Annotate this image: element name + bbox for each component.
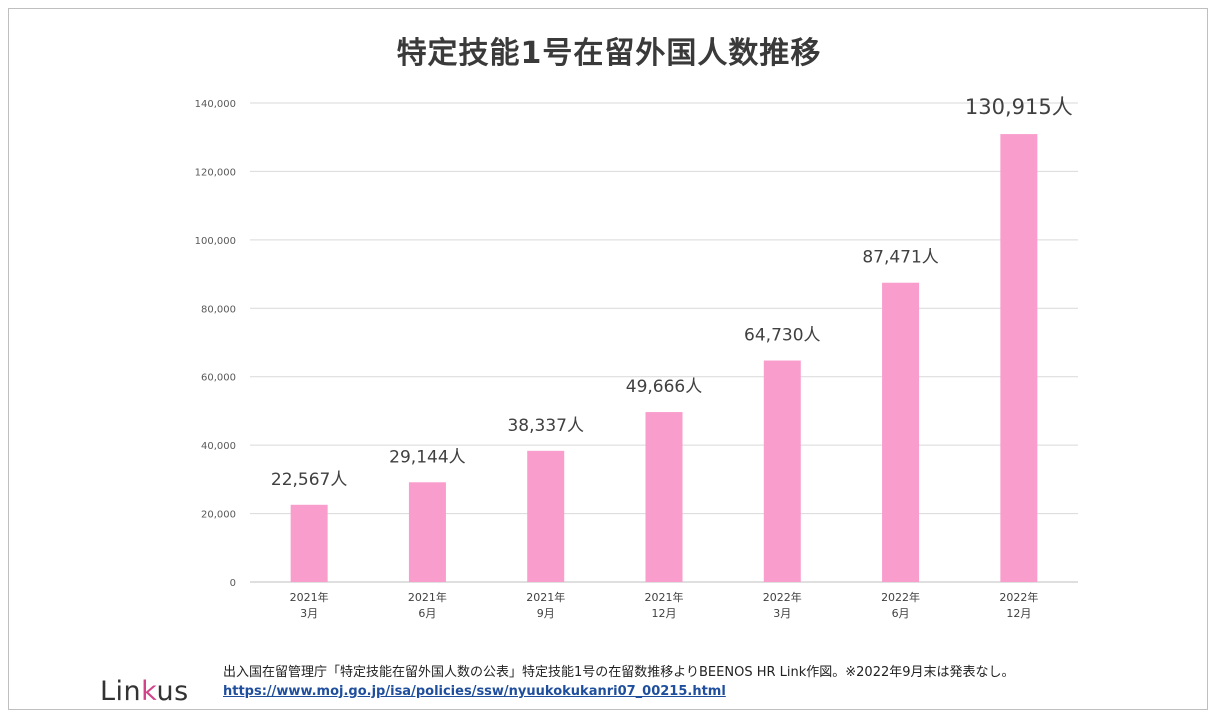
- y-tick-label: 100,000: [195, 236, 236, 247]
- bar: [763, 360, 801, 582]
- data-label: 29,144人: [389, 447, 465, 467]
- x-tick-label-month: 12月: [652, 607, 677, 620]
- x-tick-label-month: 3月: [300, 607, 318, 620]
- logo-part-3: us: [156, 676, 189, 707]
- x-tick-label-month: 12月: [1006, 607, 1031, 620]
- y-tick-label: 0: [230, 578, 236, 589]
- linkus-logo: Linkus: [100, 676, 189, 707]
- data-label: 64,730人: [744, 326, 820, 346]
- x-tick-label-month: 3月: [773, 607, 791, 620]
- y-tick-label: 60,000: [201, 373, 236, 384]
- x-tick-label-year: 2021年: [290, 590, 329, 604]
- data-label: 87,471人: [862, 248, 938, 268]
- data-label: 38,337人: [507, 416, 583, 436]
- y-tick-label: 120,000: [195, 167, 236, 178]
- x-tick-label-year: 2021年: [645, 590, 684, 604]
- bar: [1000, 134, 1038, 582]
- bar: [882, 282, 920, 582]
- x-tick-label-month: 6月: [418, 607, 436, 620]
- bar: [408, 482, 446, 582]
- bar: [527, 450, 565, 582]
- chart-title: 特定技能1号在留外国人数推移: [396, 36, 822, 71]
- data-label: 130,915人: [965, 95, 1073, 119]
- y-tick-label: 80,000: [201, 304, 236, 315]
- source-text: 出入国在留管理庁「特定技能在留外国人数の公表」特定技能1号の在留数推移よりBEE…: [223, 665, 1015, 680]
- source-note: 出入国在留管理庁「特定技能在留外国人数の公表」特定技能1号の在留数推移よりBEE…: [223, 663, 1015, 701]
- x-tick-label-month: 6月: [892, 607, 910, 620]
- logo-part-2: k: [141, 676, 157, 707]
- x-tick-label-year: 2022年: [999, 590, 1038, 604]
- x-tick-label-year: 2022年: [881, 590, 920, 604]
- logo-part-1: Lin: [100, 676, 142, 707]
- data-label: 49,666人: [626, 377, 702, 397]
- bar: [645, 412, 683, 582]
- x-tick-label-year: 2021年: [526, 590, 565, 604]
- y-tick-label: 20,000: [201, 510, 236, 521]
- bar: [290, 504, 328, 582]
- y-tick-label: 140,000: [195, 99, 236, 110]
- bar-chart: 0 20,000 40,000 60,000 80,000 100,000 120,000 1…: [195, 95, 1078, 620]
- data-label: 22,567人: [271, 470, 347, 490]
- x-tick-label-month: 9月: [537, 607, 555, 620]
- y-tick-label: 40,000: [201, 441, 236, 452]
- source-link[interactable]: https://www.moj.go.jp/isa/policies/ssw/n…: [223, 684, 726, 699]
- x-tick-label-year: 2021年: [408, 590, 447, 604]
- x-tick-label-year: 2022年: [763, 590, 802, 604]
